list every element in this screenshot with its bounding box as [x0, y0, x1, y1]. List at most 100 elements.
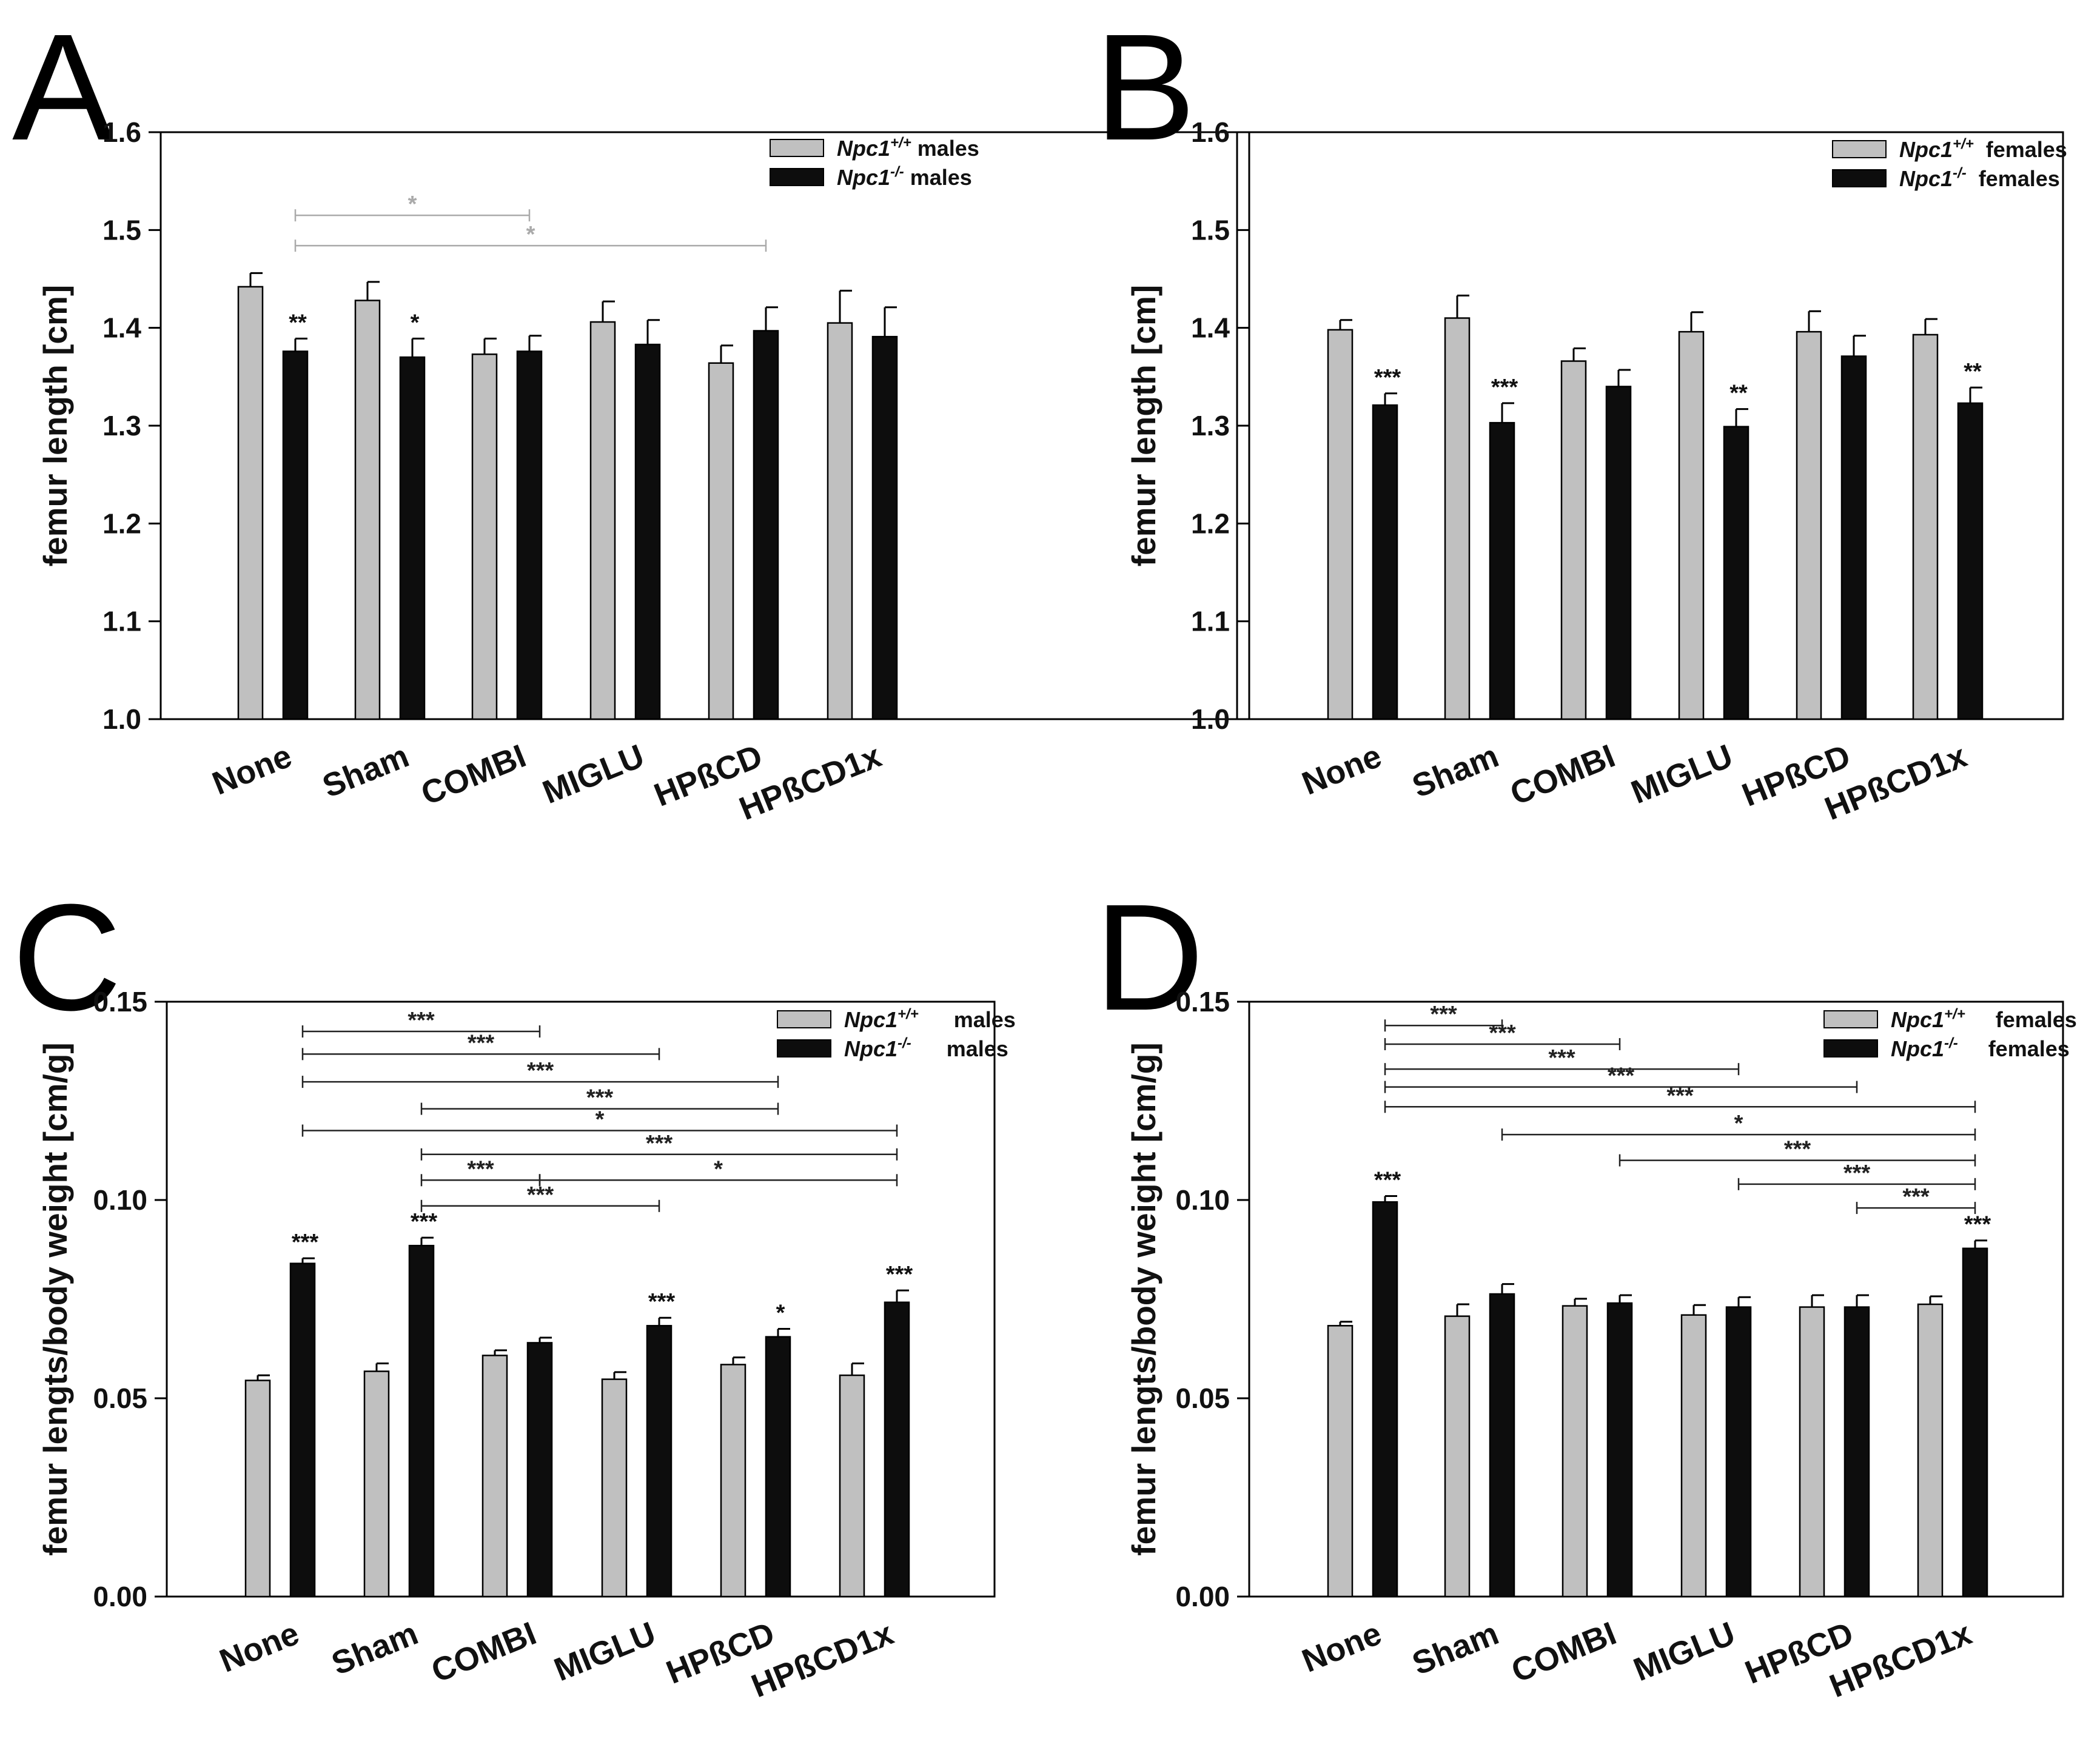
panel-label: A — [12, 2, 113, 172]
legend-entry: Npc1+/+ females — [1899, 136, 2067, 162]
bar-wildtype — [471, 353, 498, 720]
y-tick-label: 0.15 — [1175, 986, 1230, 1017]
y-tick-label: 1.5 — [1191, 214, 1230, 246]
bar-wildtype — [1327, 1325, 1354, 1598]
bar-significance-label: *** — [648, 1289, 676, 1315]
bar-knockout — [526, 1342, 553, 1598]
bracket-label: *** — [1489, 1021, 1516, 1046]
bar-wildtype — [1799, 1306, 1825, 1598]
legend-swatch — [777, 1010, 831, 1028]
bar-knockout — [1489, 421, 1515, 720]
bracket-label: *** — [1902, 1184, 1930, 1210]
plot-frame — [166, 1001, 996, 1598]
legend-entry: Npc1-/- males — [837, 164, 972, 190]
bracket-label: * — [1734, 1111, 1743, 1136]
bar-knockout — [1372, 1201, 1398, 1598]
plot-frame — [1248, 1001, 2064, 1598]
legend-entry: Npc1+/+ males — [837, 135, 979, 161]
bar-knockout — [1957, 402, 1984, 720]
bar-knockout — [646, 1325, 673, 1598]
bracket-label: *** — [1666, 1083, 1694, 1108]
bar-knockout — [1725, 1306, 1752, 1598]
y-tick-label: 0.10 — [93, 1184, 147, 1216]
y-tick-label: 0.10 — [1175, 1184, 1230, 1216]
bar-significance-label: ** — [289, 310, 307, 335]
bar-knockout — [1962, 1247, 1988, 1598]
bracket-label: *** — [1784, 1137, 1811, 1162]
bar-wildtype — [1327, 329, 1354, 720]
bar-wildtype — [589, 321, 616, 720]
y-tick-label: 1.1 — [1191, 606, 1230, 637]
bar-wildtype — [237, 286, 264, 720]
bracket-label: *** — [586, 1085, 614, 1111]
bracket-label: *** — [527, 1058, 554, 1084]
bracket-label: *** — [1608, 1064, 1635, 1089]
y-axis-label: femur length [cm] — [1125, 285, 1162, 566]
y-tick-label: 1.4 — [1191, 312, 1230, 344]
y-tick-label: 0.05 — [1175, 1383, 1230, 1414]
bar-knockout — [884, 1301, 910, 1598]
legend-swatch — [770, 168, 824, 186]
bar-knockout — [634, 343, 661, 720]
legend-entry: Npc1+/+ males — [844, 1006, 1016, 1032]
legend-swatch — [1823, 1010, 1878, 1028]
bar-wildtype — [1444, 317, 1471, 720]
bar-significance-label: ** — [1729, 381, 1748, 406]
bar-wildtype — [827, 322, 853, 720]
y-tick-label: 1.0 — [102, 703, 141, 735]
y-tick-label: 1.2 — [102, 508, 141, 539]
bar-significance-label: * — [411, 310, 420, 335]
bar-wildtype — [1678, 330, 1705, 720]
bar-wildtype — [481, 1355, 508, 1598]
bar-significance-label: *** — [1964, 1212, 1991, 1238]
y-tick-label: 1.3 — [1191, 410, 1230, 441]
y-axis-label: femur lengts/body weight [cm/g] — [1125, 1042, 1162, 1555]
bar-wildtype — [720, 1364, 746, 1598]
bar-wildtype — [354, 300, 381, 720]
legend-entry: Npc1-/- females — [1891, 1035, 2070, 1061]
bar-significance-label: *** — [1491, 375, 1518, 400]
bar-significance-label: ** — [1964, 359, 1982, 384]
bar-wildtype — [839, 1374, 865, 1598]
bracket-label: * — [595, 1107, 605, 1133]
bar-significance-label: *** — [1374, 365, 1401, 390]
bar-knockout — [516, 350, 543, 720]
bracket-label: *** — [1548, 1045, 1575, 1071]
bar-wildtype — [708, 362, 734, 720]
legend-swatch — [777, 1039, 831, 1057]
bar-knockout — [871, 335, 898, 720]
y-tick-label: 1.4 — [102, 312, 141, 344]
bar-significance-label: *** — [1374, 1167, 1401, 1193]
y-tick-label: 0.15 — [93, 986, 147, 1017]
bar-wildtype — [363, 1370, 390, 1598]
bar-knockout — [408, 1244, 435, 1598]
y-tick-label: 0.05 — [93, 1383, 147, 1414]
bar-knockout — [753, 330, 779, 720]
bracket-label: *** — [467, 1156, 494, 1182]
bar-wildtype — [1917, 1303, 1944, 1598]
bracket-label: * — [408, 192, 417, 217]
bar-knockout — [1723, 426, 1749, 720]
bar-significance-label: * — [776, 1301, 785, 1326]
legend-entry: Npc1-/- females — [1899, 165, 2060, 191]
bar-knockout — [399, 356, 426, 720]
panel-label: C — [12, 873, 122, 1042]
y-tick-label: 1.6 — [102, 116, 141, 148]
bar-significance-label: *** — [292, 1230, 319, 1255]
bracket-label: *** — [527, 1182, 554, 1208]
bracket-label: * — [714, 1156, 723, 1182]
panel-label: B — [1095, 2, 1196, 172]
y-tick-label: 0.00 — [1175, 1581, 1230, 1612]
bar-knockout — [1606, 1302, 1633, 1598]
bracket-label: *** — [468, 1030, 495, 1056]
bar-wildtype — [1680, 1314, 1707, 1598]
legend-entry: Npc1-/- males — [844, 1035, 1008, 1061]
bar-wildtype — [1444, 1315, 1471, 1598]
legend-swatch — [770, 139, 824, 157]
bar-knockout — [1605, 386, 1632, 720]
bar-knockout — [765, 1336, 791, 1598]
legend-entry: Npc1+/+ females — [1891, 1006, 2077, 1032]
bar-knockout — [1840, 355, 1867, 720]
panel-a: A 1.0 1.1 1.2 1.3 1.4 1.5 1.6 femur length [cm] *… — [12, 2, 1238, 827]
